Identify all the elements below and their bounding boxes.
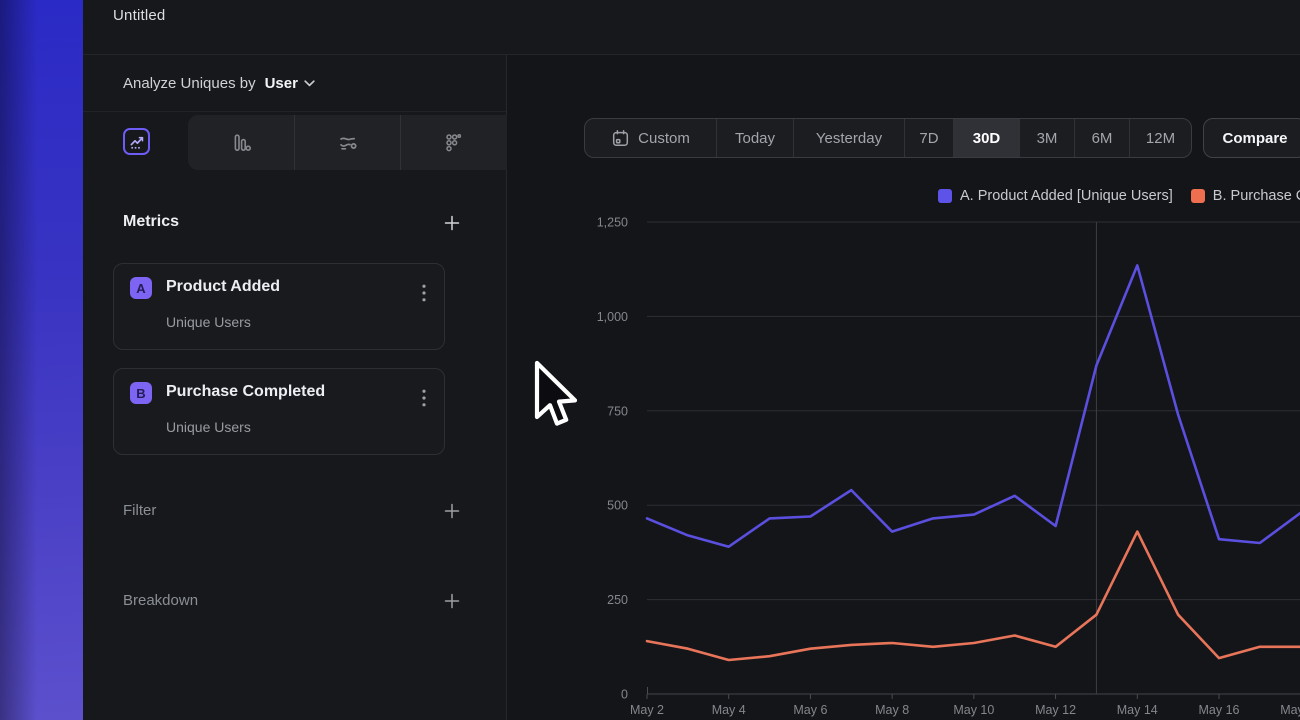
add-breakdown-button[interactable]: [442, 591, 462, 611]
legend-item-b: B. Purchase Completed [Unique Users]: [1190, 188, 1300, 204]
range-7d-button[interactable]: 7D: [904, 119, 953, 157]
range-label: 3M: [1036, 129, 1058, 147]
chart-panel: Custom Today Yesterday 7D 30D 3M 6M 12M …: [507, 55, 1300, 720]
svg-text:1,000: 1,000: [597, 310, 628, 324]
range-12m-button[interactable]: 12M: [1129, 119, 1191, 157]
range-label: 12M: [1145, 129, 1176, 147]
chart-type-tab-group: [188, 115, 507, 170]
date-range-selector: Custom Today Yesterday 7D 30D 3M 6M 12M: [584, 118, 1192, 158]
metric-card-b[interactable]: B Purchase Completed Unique Users: [113, 368, 445, 455]
svg-text:May 16: May 16: [1198, 703, 1239, 717]
metrics-section-label: Metrics: [123, 213, 180, 230]
add-filter-button[interactable]: [442, 501, 462, 521]
analyze-by-dropdown[interactable]: User: [265, 75, 315, 92]
svg-text:May 8: May 8: [875, 703, 909, 717]
svg-text:500: 500: [607, 499, 628, 513]
svg-text:May 6: May 6: [793, 703, 827, 717]
range-label: Today: [734, 129, 776, 147]
range-label: 30D: [972, 129, 1001, 147]
range-6m-button[interactable]: 6M: [1074, 119, 1129, 157]
compare-button[interactable]: Compare: [1203, 118, 1300, 158]
metric-subtitle: Unique Users: [166, 419, 251, 435]
metric-title: Product Added: [166, 278, 281, 295]
range-label: Yesterday: [815, 129, 883, 147]
range-label: 6M: [1091, 129, 1113, 147]
tab-bar-chart[interactable]: [188, 115, 294, 170]
range-3m-button[interactable]: 3M: [1019, 119, 1074, 157]
legend-item-a: A. Product Added [Unique Users]: [938, 188, 1173, 204]
legend-swatch-a: [938, 189, 952, 203]
bar-chart-icon: [230, 132, 252, 154]
analyze-label: Analyze Uniques by: [123, 74, 256, 92]
legend-swatch-b: [1190, 189, 1205, 203]
metric-menu-button[interactable]: [418, 385, 430, 411]
query-sidebar: Analyze Uniques by User: [83, 55, 507, 720]
metric-card-a[interactable]: A Product Added Unique Users: [113, 263, 445, 350]
grid-dots-icon: [443, 132, 465, 154]
range-30d-button[interactable]: 30D: [953, 119, 1019, 157]
svg-text:May 2: May 2: [630, 703, 664, 717]
tab-grid-dots[interactable]: [400, 115, 507, 170]
legend-label: A. Product Added [Unique Users]: [960, 188, 1173, 204]
line-chart-icon: [129, 134, 145, 150]
range-label: 7D: [919, 129, 939, 147]
chart-legend: A. Product Added [Unique Users] B. Purch…: [938, 188, 1300, 204]
metric-title: Purchase Completed: [166, 383, 326, 400]
tab-flow[interactable]: [293, 115, 401, 170]
breakdown-section-label: Breakdown: [123, 592, 199, 609]
brand-gradient-rail: [0, 0, 83, 720]
range-label: Custom: [638, 129, 690, 147]
range-custom-button[interactable]: Custom: [585, 119, 716, 157]
svg-text:May 4: May 4: [712, 703, 746, 717]
chevron-down-icon: [304, 79, 315, 87]
tab-line-chart[interactable]: [123, 128, 150, 155]
svg-text:750: 750: [607, 404, 628, 418]
report-title[interactable]: Untitled: [113, 7, 166, 24]
metric-menu-button[interactable]: [418, 280, 430, 306]
legend-label: B. Purchase Completed [Unique Users]: [1212, 188, 1300, 204]
svg-text:May 18: May 18: [1280, 703, 1300, 717]
svg-text:250: 250: [607, 593, 628, 607]
range-today-button[interactable]: Today: [716, 119, 793, 157]
svg-text:May 12: May 12: [1035, 703, 1076, 717]
svg-text:May 10: May 10: [953, 703, 994, 717]
svg-text:0: 0: [621, 688, 628, 702]
analyze-header-row: Analyze Uniques by User: [83, 55, 506, 112]
svg-text:May 14: May 14: [1117, 703, 1158, 717]
analyze-by-value: User: [264, 74, 298, 92]
add-metric-button[interactable]: [442, 213, 462, 233]
flow-icon: [337, 132, 359, 154]
calendar-icon: [611, 129, 630, 148]
metric-subtitle: Unique Users: [166, 314, 251, 330]
metric-badge-a: A: [130, 277, 152, 299]
svg-text:1,250: 1,250: [597, 216, 628, 230]
top-bar: Untitled: [83, 0, 1300, 55]
range-yesterday-button[interactable]: Yesterday: [793, 119, 904, 157]
line-chart[interactable]: 0 250 500 750 1,000 1,250 May 2 May 4 May 6 May 8…: [507, 55, 1300, 720]
filter-section-label: Filter: [123, 502, 157, 519]
metric-badge-b: B: [130, 382, 152, 404]
